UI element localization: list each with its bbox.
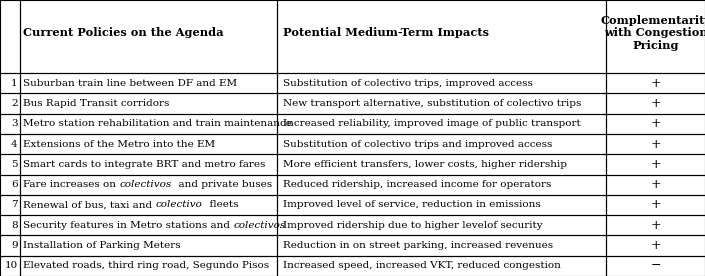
Text: +: +: [650, 178, 661, 191]
Text: Extensions of the Metro into the EM: Extensions of the Metro into the EM: [23, 140, 216, 149]
Text: New transport alternative, substitution of colectivo trips: New transport alternative, substitution …: [283, 99, 581, 108]
Text: 4: 4: [11, 140, 18, 149]
Bar: [606, 93, 705, 114]
Text: Installation of Parking Meters: Installation of Parking Meters: [23, 241, 181, 250]
Text: 9: 9: [11, 241, 18, 250]
Text: +: +: [650, 219, 661, 232]
Text: Elevated roads, third ring road, Segundo Pisos: Elevated roads, third ring road, Segundo…: [23, 261, 269, 270]
Bar: [606, 256, 705, 276]
Text: colectivo: colectivo: [156, 200, 202, 209]
Text: colectivos: colectivos: [120, 180, 172, 189]
Text: fleets: fleets: [202, 200, 238, 209]
Bar: [20, 114, 277, 134]
Text: 3: 3: [11, 119, 18, 128]
Bar: [20, 256, 277, 276]
Text: Substitution of colectivo trips and improved access: Substitution of colectivo trips and impr…: [283, 140, 552, 149]
Bar: [0, 215, 20, 235]
Text: 1: 1: [11, 79, 18, 88]
Text: Suburban train line between DF and EM: Suburban train line between DF and EM: [23, 79, 238, 88]
Bar: [606, 235, 705, 256]
Bar: [20, 154, 277, 175]
Bar: [20, 215, 277, 235]
Bar: [277, 195, 606, 215]
Bar: [606, 195, 705, 215]
Bar: [0, 195, 20, 215]
Text: Metro station rehabilitation and train maintenance: Metro station rehabilitation and train m…: [23, 119, 292, 128]
Text: Smart cards to integrate BRT and metro fares: Smart cards to integrate BRT and metro f…: [23, 160, 266, 169]
Text: Increased speed, increased VKT, reduced congestion: Increased speed, increased VKT, reduced …: [283, 261, 560, 270]
Text: Improved level of service, reduction in emissions: Improved level of service, reduction in …: [283, 200, 541, 209]
Bar: [0, 134, 20, 154]
Bar: [606, 73, 705, 93]
Bar: [0, 73, 20, 93]
Text: Potential Medium-Term Impacts: Potential Medium-Term Impacts: [283, 27, 489, 38]
Bar: [20, 235, 277, 256]
Text: 10: 10: [4, 261, 18, 270]
Text: Fare increases on: Fare increases on: [23, 180, 120, 189]
Text: Increased reliability, improved image of public transport: Increased reliability, improved image of…: [283, 119, 580, 128]
Bar: [0, 93, 20, 114]
Bar: [0, 114, 20, 134]
Text: Security features in Metro stations and: Security features in Metro stations and: [23, 221, 233, 230]
Bar: [20, 93, 277, 114]
Text: +: +: [650, 138, 661, 151]
Text: Reduced ridership, increased income for operators: Reduced ridership, increased income for …: [283, 180, 551, 189]
Bar: [20, 195, 277, 215]
Text: Bus Rapid Transit corridors: Bus Rapid Transit corridors: [23, 99, 170, 108]
Text: 7: 7: [11, 200, 18, 209]
Bar: [277, 256, 606, 276]
Text: +: +: [650, 77, 661, 90]
Bar: [277, 93, 606, 114]
Bar: [606, 114, 705, 134]
Bar: [0, 256, 20, 276]
Bar: [0, 235, 20, 256]
Bar: [20, 73, 277, 93]
Text: colectivos: colectivos: [233, 221, 286, 230]
Bar: [277, 0, 606, 73]
Bar: [20, 0, 277, 73]
Text: +: +: [650, 97, 661, 110]
Bar: [277, 154, 606, 175]
Text: 2: 2: [11, 99, 18, 108]
Bar: [606, 134, 705, 154]
Text: 5: 5: [11, 160, 18, 169]
Text: 8: 8: [11, 221, 18, 230]
Bar: [606, 174, 705, 195]
Bar: [0, 154, 20, 175]
Bar: [277, 134, 606, 154]
Bar: [20, 174, 277, 195]
Bar: [277, 73, 606, 93]
Text: −: −: [651, 259, 661, 272]
Text: Complementarity
with Congestion
Pricing: Complementarity with Congestion Pricing: [600, 15, 705, 51]
Bar: [20, 134, 277, 154]
Bar: [277, 215, 606, 235]
Text: Current Policies on the Agenda: Current Policies on the Agenda: [23, 27, 224, 38]
Text: +: +: [650, 117, 661, 130]
Text: Substitution of colectivo trips, improved access: Substitution of colectivo trips, improve…: [283, 79, 532, 88]
Bar: [0, 0, 20, 73]
Text: +: +: [650, 239, 661, 252]
Text: More efficient transfers, lower costs, higher ridership: More efficient transfers, lower costs, h…: [283, 160, 567, 169]
Bar: [277, 174, 606, 195]
Bar: [606, 154, 705, 175]
Text: and private buses: and private buses: [172, 180, 272, 189]
Bar: [277, 235, 606, 256]
Bar: [277, 114, 606, 134]
Text: +: +: [650, 158, 661, 171]
Text: Improved ridership due to higher levelof security: Improved ridership due to higher levelof…: [283, 221, 542, 230]
Bar: [0, 174, 20, 195]
Bar: [606, 0, 705, 73]
Text: +: +: [650, 198, 661, 211]
Bar: [606, 215, 705, 235]
Text: 6: 6: [11, 180, 18, 189]
Text: Reduction in on street parking, increased revenues: Reduction in on street parking, increase…: [283, 241, 553, 250]
Text: Renewal of bus, taxi and: Renewal of bus, taxi and: [23, 200, 156, 209]
